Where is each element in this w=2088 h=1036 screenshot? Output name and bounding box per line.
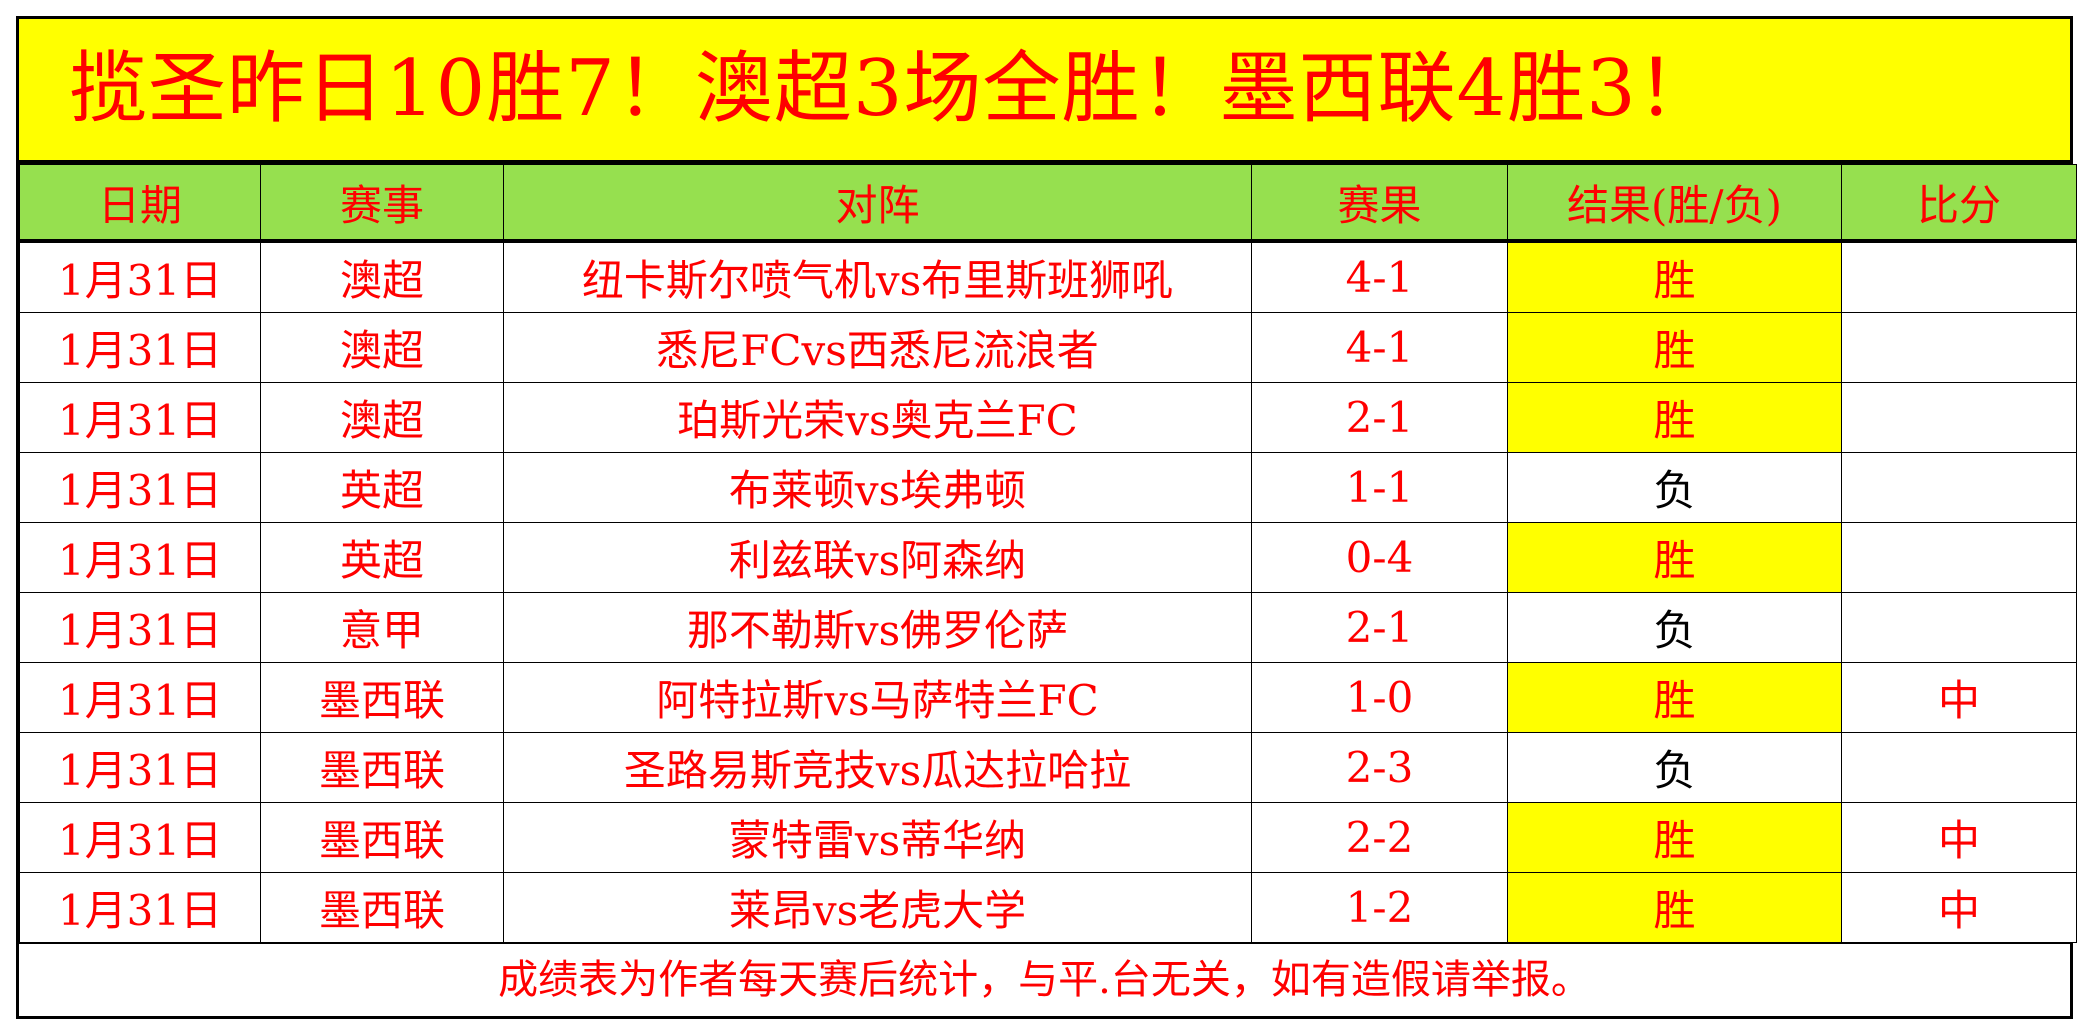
exact-score-cell: 中 (1841, 872, 2077, 943)
result-cell: 负 (1507, 592, 1842, 663)
column-header: 赛事 (260, 164, 504, 243)
result-cell: 胜 (1507, 522, 1842, 593)
date-cell: 1月31日 (19, 240, 261, 313)
column-header: 赛果 (1251, 164, 1508, 243)
table-row: 1月31日 英超 布莱顿vs埃弗顿 1-1 负 (19, 452, 2077, 523)
league-cell: 澳超 (260, 240, 504, 313)
result-cell: 负 (1507, 732, 1842, 803)
score-cell: 2-3 (1251, 732, 1508, 803)
match-cell: 蒙特雷vs蒂华纳 (503, 802, 1252, 873)
league-cell: 澳超 (260, 382, 504, 453)
date-cell: 1月31日 (19, 592, 261, 663)
match-cell: 利兹联vs阿森纳 (503, 522, 1252, 593)
exact-score-cell: 中 (1841, 802, 2077, 873)
date-cell: 1月31日 (19, 872, 261, 943)
exact-score-cell (1841, 452, 2077, 523)
date-cell: 1月31日 (19, 522, 261, 593)
score-cell: 4-1 (1251, 312, 1508, 383)
table-row: 1月31日 澳超 珀斯光荣vs奥克兰FC 2-1 胜 (19, 382, 2077, 453)
date-cell: 1月31日 (19, 382, 261, 453)
match-cell: 莱昂vs老虎大学 (503, 872, 1252, 943)
match-cell: 珀斯光荣vs奥克兰FC (503, 382, 1252, 453)
table-row: 1月31日 意甲 那不勒斯vs佛罗伦萨 2-1 负 (19, 592, 2077, 663)
date-cell: 1月31日 (19, 732, 261, 803)
table-row: 1月31日 墨西联 圣路易斯竞技vs瓜达拉哈拉 2-3 负 (19, 732, 2077, 803)
table-row: 1月31日 澳超 纽卡斯尔喷气机vs布里斯班狮吼 4-1 胜 (19, 240, 2077, 313)
score-cell: 1-0 (1251, 662, 1508, 733)
match-cell: 阿特拉斯vs马萨特兰FC (503, 662, 1252, 733)
league-cell: 英超 (260, 452, 504, 523)
exact-score-cell (1841, 382, 2077, 453)
score-cell: 1-1 (1251, 452, 1508, 523)
column-header: 结果(胜/负) (1507, 164, 1842, 243)
match-cell: 布莱顿vs埃弗顿 (503, 452, 1252, 523)
result-cell: 胜 (1507, 872, 1842, 943)
league-cell: 墨西联 (260, 662, 504, 733)
league-cell: 意甲 (260, 592, 504, 663)
league-cell: 墨西联 (260, 732, 504, 803)
result-cell: 胜 (1507, 662, 1842, 733)
table-row: 1月31日 墨西联 阿特拉斯vs马萨特兰FC 1-0 胜中 (19, 662, 2077, 733)
league-cell: 英超 (260, 522, 504, 593)
result-cell: 胜 (1507, 802, 1842, 873)
date-cell: 1月31日 (19, 452, 261, 523)
match-cell: 纽卡斯尔喷气机vs布里斯班狮吼 (503, 240, 1252, 313)
match-cell: 圣路易斯竞技vs瓜达拉哈拉 (503, 732, 1252, 803)
exact-score-cell: 中 (1841, 662, 2077, 733)
score-cell: 2-2 (1251, 802, 1508, 873)
disclaimer: 成绩表为作者每天赛后统计，与平.台无关，如有造假请举报。 (19, 943, 2070, 1016)
date-cell: 1月31日 (19, 662, 261, 733)
results-sheet: 揽圣昨日10胜7！澳超3场全胜！墨西联4胜3！ 日期 赛事 对阵 赛果 结果(胜… (16, 16, 2077, 1019)
table-row: 1月31日 墨西联 莱昂vs老虎大学 1-2 胜中 (19, 872, 2077, 943)
table-row: 1月31日 澳超 悉尼FCvs西悉尼流浪者 4-1 胜 (19, 312, 2077, 383)
match-cell: 悉尼FCvs西悉尼流浪者 (503, 312, 1252, 383)
date-cell: 1月31日 (19, 312, 261, 383)
score-cell: 4-1 (1251, 240, 1508, 313)
league-cell: 墨西联 (260, 802, 504, 873)
score-cell: 1-2 (1251, 872, 1508, 943)
header-row: 日期 赛事 对阵 赛果 结果(胜/负) 比分 (19, 164, 2077, 243)
league-cell: 澳超 (260, 312, 504, 383)
league-cell: 墨西联 (260, 872, 504, 943)
column-header: 对阵 (503, 164, 1252, 243)
result-cell: 胜 (1507, 240, 1842, 313)
table-row: 1月31日 英超 利兹联vs阿森纳 0-4 胜 (19, 522, 2077, 593)
exact-score-cell (1841, 592, 2077, 663)
column-header: 日期 (19, 164, 261, 243)
page-title: 揽圣昨日10胜7！澳超3场全胜！墨西联4胜3！ (19, 19, 2070, 164)
exact-score-cell (1841, 732, 2077, 803)
match-cell: 那不勒斯vs佛罗伦萨 (503, 592, 1252, 663)
result-cell: 负 (1507, 452, 1842, 523)
result-cell: 胜 (1507, 382, 1842, 453)
date-cell: 1月31日 (19, 802, 261, 873)
score-cell: 2-1 (1251, 382, 1508, 453)
score-cell: 2-1 (1251, 592, 1508, 663)
results-table: 日期 赛事 对阵 赛果 结果(胜/负) 比分 1月31日 澳超 纽卡斯尔喷气机vs布… (19, 164, 2077, 943)
score-cell: 0-4 (1251, 522, 1508, 593)
exact-score-cell (1841, 240, 2077, 313)
column-header: 比分 (1841, 164, 2077, 243)
table-row: 1月31日 墨西联 蒙特雷vs蒂华纳 2-2 胜中 (19, 802, 2077, 873)
exact-score-cell (1841, 312, 2077, 383)
result-cell: 胜 (1507, 312, 1842, 383)
exact-score-cell (1841, 522, 2077, 593)
